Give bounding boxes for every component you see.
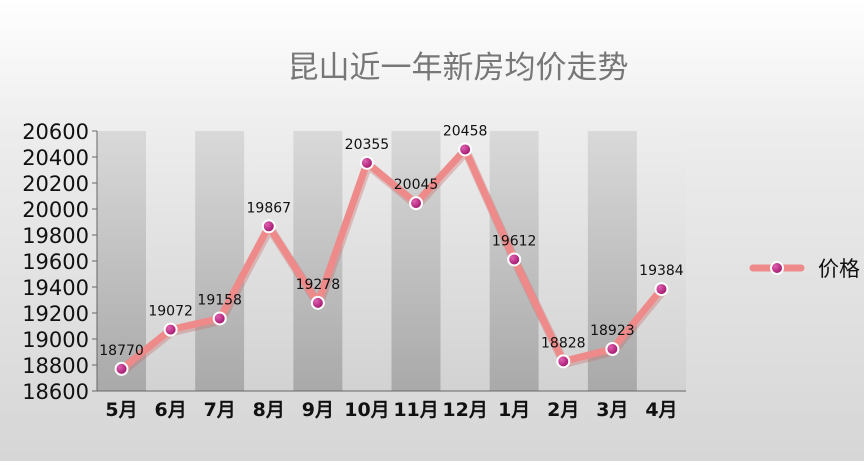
data-label: 19278 bbox=[296, 277, 341, 293]
plot-band bbox=[391, 131, 441, 391]
plot-band bbox=[636, 131, 686, 391]
data-point-marker bbox=[212, 311, 227, 326]
plot-background-bands bbox=[97, 131, 686, 391]
chart-title: 昆山近一年新房均价走势 bbox=[288, 50, 629, 86]
plot-band bbox=[440, 131, 490, 391]
data-point-marker bbox=[261, 219, 276, 234]
data-point-marker bbox=[605, 342, 620, 357]
y-tick-label: 19000 bbox=[22, 328, 89, 352]
data-label: 19158 bbox=[197, 292, 242, 308]
series-price bbox=[114, 142, 669, 376]
y-tick-label: 20200 bbox=[22, 172, 89, 196]
data-label: 19612 bbox=[492, 233, 537, 249]
x-tick-label: 1月 bbox=[498, 399, 530, 421]
y-tick-label: 19800 bbox=[22, 224, 89, 248]
plot-band bbox=[195, 131, 245, 391]
x-tick-label: 2月 bbox=[547, 399, 579, 421]
x-axis-ticks: 5月 6月 7月 8月 9月 10月 11月 12月 1月 2月 3月 4月 bbox=[105, 399, 677, 421]
data-label: 20458 bbox=[443, 123, 488, 139]
data-label: 18770 bbox=[99, 343, 144, 359]
data-label: 20355 bbox=[345, 137, 390, 153]
y-tick-label: 19400 bbox=[22, 276, 89, 300]
x-tick-label: 4月 bbox=[645, 399, 677, 421]
data-point-marker bbox=[654, 282, 669, 297]
y-tick-label: 18800 bbox=[22, 354, 89, 378]
legend-marker-swatch bbox=[770, 261, 784, 275]
plot-band bbox=[538, 131, 588, 391]
data-label: 18828 bbox=[541, 335, 586, 351]
plot-band bbox=[146, 131, 196, 391]
data-point-marker bbox=[507, 252, 522, 267]
data-label: 19867 bbox=[247, 200, 292, 216]
data-point-marker bbox=[359, 155, 374, 170]
y-tick-label: 20400 bbox=[22, 146, 89, 170]
data-label: 19384 bbox=[639, 263, 684, 279]
data-label: 20045 bbox=[394, 177, 439, 193]
x-tick-label: 8月 bbox=[253, 399, 285, 421]
data-point-marker bbox=[556, 354, 571, 369]
data-point-marker bbox=[163, 322, 178, 337]
data-point-marker bbox=[114, 361, 129, 376]
data-label: 18923 bbox=[590, 323, 635, 339]
data-label: 19072 bbox=[148, 304, 193, 320]
x-tick-label: 9月 bbox=[302, 399, 334, 421]
x-tick-label: 3月 bbox=[596, 399, 628, 421]
y-axis-ticks: 1860018800190001920019400196001980020000… bbox=[22, 120, 97, 404]
series-line bbox=[118, 145, 665, 373]
data-point-marker bbox=[310, 295, 325, 310]
x-tick-label: 11月 bbox=[393, 399, 438, 421]
x-tick-label: 5月 bbox=[105, 399, 137, 421]
x-tick-label: 12月 bbox=[442, 399, 487, 421]
x-tick-label: 6月 bbox=[155, 399, 187, 421]
x-tick-label: 10月 bbox=[344, 399, 389, 421]
y-tick-label: 20000 bbox=[22, 198, 89, 222]
legend-label: 价格 bbox=[818, 257, 860, 281]
legend: 价格 bbox=[749, 257, 860, 281]
plot-band bbox=[97, 131, 147, 391]
data-point-marker bbox=[409, 196, 424, 211]
data-point-marker bbox=[458, 142, 473, 157]
y-tick-label: 19600 bbox=[22, 250, 89, 274]
y-tick-label: 19200 bbox=[22, 302, 89, 326]
y-tick-label: 18600 bbox=[22, 380, 89, 404]
y-tick-label: 20600 bbox=[22, 120, 89, 144]
x-tick-label: 7月 bbox=[204, 399, 236, 421]
